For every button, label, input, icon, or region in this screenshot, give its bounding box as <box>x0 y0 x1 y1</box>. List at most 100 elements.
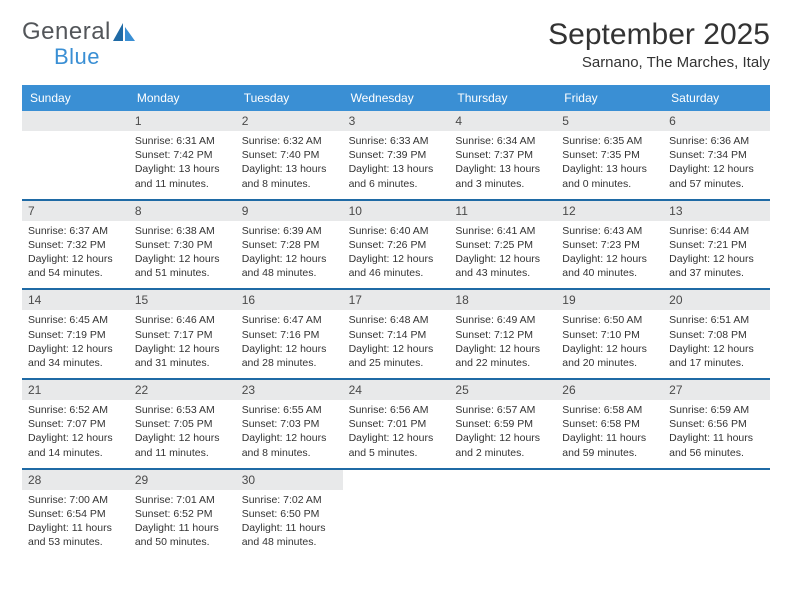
day-number: 29 <box>129 470 236 490</box>
day-number: 17 <box>343 290 450 310</box>
sunset-text: Sunset: 6:56 PM <box>669 417 764 431</box>
title-block: September 2025 Sarnano, The Marches, Ita… <box>548 18 770 71</box>
day-cell: 12Sunrise: 6:43 AMSunset: 7:23 PMDayligh… <box>556 201 663 289</box>
sunset-text: Sunset: 7:26 PM <box>349 238 444 252</box>
daylight-text: Daylight: 12 hours and 31 minutes. <box>135 342 230 370</box>
daylight-text: Daylight: 11 hours and 50 minutes. <box>135 521 230 549</box>
day-details: Sunrise: 7:01 AMSunset: 6:52 PMDaylight:… <box>135 493 230 550</box>
sunset-text: Sunset: 7:14 PM <box>349 328 444 342</box>
page: General Blue September 2025 Sarnano, The… <box>0 0 792 579</box>
calendar: SundayMondayTuesdayWednesdayThursdayFrid… <box>22 85 770 557</box>
sunset-text: Sunset: 7:34 PM <box>669 148 764 162</box>
day-details: Sunrise: 6:46 AMSunset: 7:17 PMDaylight:… <box>135 313 230 370</box>
day-cell: 15 Sunrise: 6:46 AMSunset: 7:17 PMDayligh… <box>129 290 236 378</box>
day-cell: 26Sunrise: 6:58 AMSunset: 6:58 PMDayligh… <box>556 380 663 468</box>
day-cell: 6Sunrise: 6:36 AMSunset: 7:34 PMDaylight… <box>663 111 770 199</box>
sunset-text: Sunset: 7:25 PM <box>455 238 550 252</box>
day-cell: 14Sunrise: 6:45 AMSunset: 7:19 PMDayligh… <box>22 290 129 378</box>
day-details: Sunrise: 6:57 AMSunset: 6:59 PMDaylight:… <box>455 403 550 460</box>
day-details: Sunrise: 6:31 AMSunset: 7:42 PMDaylight:… <box>135 134 230 191</box>
day-details: Sunrise: 6:49 AMSunset: 7:12 PMDaylight:… <box>455 313 550 370</box>
day-number: 15 <box>129 290 236 310</box>
sunrise-text: Sunrise: 7:00 AM <box>28 493 123 507</box>
day-number: 2 <box>236 111 343 131</box>
sunset-text: Sunset: 7:16 PM <box>242 328 337 342</box>
day-number: 11 <box>449 201 556 221</box>
sunset-text: Sunset: 7:17 PM <box>135 328 230 342</box>
daylight-text: Daylight: 12 hours and 57 minutes. <box>669 162 764 190</box>
sunset-text: Sunset: 6:52 PM <box>135 507 230 521</box>
day-cell <box>449 470 556 558</box>
weekday-thursday: Thursday <box>449 85 556 111</box>
daylight-text: Daylight: 12 hours and 34 minutes. <box>28 342 123 370</box>
day-cell <box>343 470 450 558</box>
day-cell: 11Sunrise: 6:41 AMSunset: 7:25 PMDayligh… <box>449 201 556 289</box>
day-details: Sunrise: 6:34 AMSunset: 7:37 PMDaylight:… <box>455 134 550 191</box>
day-cell: 29 Sunrise: 7:01 AMSunset: 6:52 PMDayligh… <box>129 470 236 558</box>
daylight-text: Daylight: 12 hours and 2 minutes. <box>455 431 550 459</box>
daylight-text: Daylight: 12 hours and 5 minutes. <box>349 431 444 459</box>
logo-sail-icon <box>111 21 137 43</box>
sunrise-text: Sunrise: 7:02 AM <box>242 493 337 507</box>
day-number: 8 <box>129 201 236 221</box>
sunset-text: Sunset: 6:59 PM <box>455 417 550 431</box>
day-details: Sunrise: 6:33 AMSunset: 7:39 PMDaylight:… <box>349 134 444 191</box>
daylight-text: Daylight: 12 hours and 51 minutes. <box>135 252 230 280</box>
weekday-wednesday: Wednesday <box>343 85 450 111</box>
day-cell: 18Sunrise: 6:49 AMSunset: 7:12 PMDayligh… <box>449 290 556 378</box>
daylight-text: Daylight: 12 hours and 28 minutes. <box>242 342 337 370</box>
day-number: 7 <box>22 201 129 221</box>
day-details: Sunrise: 6:48 AMSunset: 7:14 PMDaylight:… <box>349 313 444 370</box>
sunrise-text: Sunrise: 6:49 AM <box>455 313 550 327</box>
sunrise-text: Sunrise: 6:33 AM <box>349 134 444 148</box>
sunset-text: Sunset: 6:54 PM <box>28 507 123 521</box>
sunrise-text: Sunrise: 6:37 AM <box>28 224 123 238</box>
weekday-tuesday: Tuesday <box>236 85 343 111</box>
day-details: Sunrise: 6:50 AMSunset: 7:10 PMDaylight:… <box>562 313 657 370</box>
day-number: 27 <box>663 380 770 400</box>
week-row: 21Sunrise: 6:52 AMSunset: 7:07 PMDayligh… <box>22 380 770 468</box>
weeks-container: 1 Sunrise: 6:31 AMSunset: 7:42 PMDaylight… <box>22 111 770 557</box>
day-number: 25 <box>449 380 556 400</box>
sunrise-text: Sunrise: 6:36 AM <box>669 134 764 148</box>
sunrise-text: Sunrise: 6:58 AM <box>562 403 657 417</box>
day-cell: 27 Sunrise: 6:59 AMSunset: 6:56 PMDayligh… <box>663 380 770 468</box>
day-details: Sunrise: 6:58 AMSunset: 6:58 PMDaylight:… <box>562 403 657 460</box>
sunrise-text: Sunrise: 6:48 AM <box>349 313 444 327</box>
day-cell <box>663 470 770 558</box>
sunrise-text: Sunrise: 6:45 AM <box>28 313 123 327</box>
sunset-text: Sunset: 7:08 PM <box>669 328 764 342</box>
day-cell: 19Sunrise: 6:50 AMSunset: 7:10 PMDayligh… <box>556 290 663 378</box>
week-row: 1 Sunrise: 6:31 AMSunset: 7:42 PMDaylight… <box>22 111 770 199</box>
daylight-text: Daylight: 11 hours and 53 minutes. <box>28 521 123 549</box>
sunset-text: Sunset: 7:05 PM <box>135 417 230 431</box>
day-details: Sunrise: 7:02 AMSunset: 6:50 PMDaylight:… <box>242 493 337 550</box>
logo-word2: Blue <box>54 44 100 70</box>
sunrise-text: Sunrise: 6:46 AM <box>135 313 230 327</box>
day-details: Sunrise: 6:44 AMSunset: 7:21 PMDaylight:… <box>669 224 764 281</box>
week-row: 14Sunrise: 6:45 AMSunset: 7:19 PMDayligh… <box>22 290 770 378</box>
day-number: 4 <box>449 111 556 131</box>
sunrise-text: Sunrise: 7:01 AM <box>135 493 230 507</box>
day-cell: 2Sunrise: 6:32 AMSunset: 7:40 PMDaylight… <box>236 111 343 199</box>
sunrise-text: Sunrise: 6:57 AM <box>455 403 550 417</box>
daylight-text: Daylight: 11 hours and 48 minutes. <box>242 521 337 549</box>
sunset-text: Sunset: 6:58 PM <box>562 417 657 431</box>
day-details: Sunrise: 6:53 AMSunset: 7:05 PMDaylight:… <box>135 403 230 460</box>
sunset-text: Sunset: 7:23 PM <box>562 238 657 252</box>
weekday-saturday: Saturday <box>663 85 770 111</box>
weekday-sunday: Sunday <box>22 85 129 111</box>
day-details: Sunrise: 6:36 AMSunset: 7:34 PMDaylight:… <box>669 134 764 191</box>
daylight-text: Daylight: 11 hours and 59 minutes. <box>562 431 657 459</box>
day-number: 16 <box>236 290 343 310</box>
month-title: September 2025 <box>548 18 770 52</box>
week-row: 7Sunrise: 6:37 AMSunset: 7:32 PMDaylight… <box>22 201 770 289</box>
sunset-text: Sunset: 7:07 PM <box>28 417 123 431</box>
sunrise-text: Sunrise: 6:39 AM <box>242 224 337 238</box>
daylight-text: Daylight: 13 hours and 0 minutes. <box>562 162 657 190</box>
sunset-text: Sunset: 7:30 PM <box>135 238 230 252</box>
day-cell: 30Sunrise: 7:02 AMSunset: 6:50 PMDayligh… <box>236 470 343 558</box>
day-number: 1 <box>129 111 236 131</box>
sunrise-text: Sunrise: 6:53 AM <box>135 403 230 417</box>
day-details: Sunrise: 6:59 AMSunset: 6:56 PMDaylight:… <box>669 403 764 460</box>
